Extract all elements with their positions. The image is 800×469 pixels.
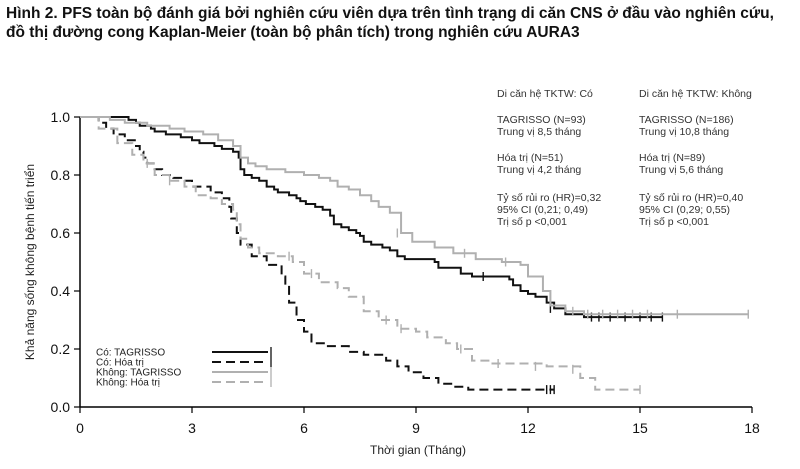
annot-right-header: Di căn hệ TKTW: Không: [639, 88, 752, 100]
series-line: [80, 116, 640, 391]
x-tick-label: 6: [300, 420, 308, 436]
figure-title: Hình 2. PFS toàn bộ đánh giá bởi nghiên …: [6, 5, 774, 41]
annot-left-p: Trị số p <0,001: [497, 216, 567, 228]
y-ticks: 0.0 0.2 0.4 0.6 0.8 1.0: [51, 109, 80, 415]
series-group: [80, 116, 641, 395]
x-tick-label: 12: [520, 420, 536, 436]
x-tick-label: 15: [632, 420, 648, 436]
y-tick-label: 0.2: [51, 341, 71, 357]
series-group: [80, 116, 749, 319]
x-tick-label: 3: [188, 420, 196, 436]
x-tick-label: 0: [76, 420, 84, 436]
legend-label: Có: Hóa trị: [96, 358, 144, 369]
x-axis-label: Thời gian (Tháng): [370, 443, 466, 457]
series-layer: [80, 116, 749, 395]
annot-left-chemo-median: Trung vị 4,2 tháng: [497, 164, 581, 176]
annot-right-p: Trị số p <0,001: [639, 216, 709, 228]
annotation-col-left: Di căn hệ TKTW: Có TAGRISSO (N=93) Trung…: [497, 88, 601, 228]
x-tick-label: 9: [412, 420, 420, 436]
x-ticks: 0 3 6 9 12 15 18: [76, 407, 760, 436]
annotation-col-right: Di căn hệ TKTW: Không TAGRISSO (N=186) T…: [639, 88, 752, 228]
annot-right-tag-median: Trung vị 10,8 tháng: [639, 126, 729, 138]
annot-left-chemo-n: Hóa trị (N=51): [497, 152, 563, 164]
y-tick-label: 0.8: [51, 167, 71, 183]
legend-label: Không: TAGRISSO: [96, 368, 181, 379]
annot-right-ci: 95% CI (0,29; 0,55): [639, 204, 730, 216]
y-axis-label: Khả năng sống không bệnh tiến triển: [23, 164, 37, 360]
series-line: [80, 116, 663, 319]
annot-left-header: Di căn hệ TKTW: Có: [497, 88, 593, 100]
y-tick-label: 0.0: [51, 399, 71, 415]
legend-label: Không: Hóa trị: [96, 378, 160, 389]
annot-right-tag-n: TAGRISSO (N=186): [639, 114, 734, 126]
series-group: [80, 116, 664, 322]
annot-left-hr: Tỷ số rủi ro (HR)=0,32: [497, 192, 601, 204]
annot-left-tag-median: Trung vị 8,5 tháng: [497, 126, 581, 138]
annot-left-ci: 95% CI (0,21; 0,49): [497, 204, 588, 216]
legend-label: Có: TAGRISSO: [96, 348, 165, 359]
annot-left-tag-n: TAGRISSO (N=93): [497, 114, 586, 126]
y-tick-label: 0.6: [51, 225, 71, 241]
annot-right-chemo-median: Trung vị 5,6 tháng: [639, 164, 723, 176]
annot-right-chemo-n: Hóa trị (N=89): [639, 152, 705, 164]
y-tick-label: 1.0: [51, 109, 71, 125]
series-line: [80, 116, 749, 316]
y-tick-label: 0.4: [51, 283, 71, 299]
x-tick-label: 18: [744, 420, 760, 436]
annot-right-hr: Tỷ số rủi ro (HR)=0,40: [639, 192, 743, 204]
